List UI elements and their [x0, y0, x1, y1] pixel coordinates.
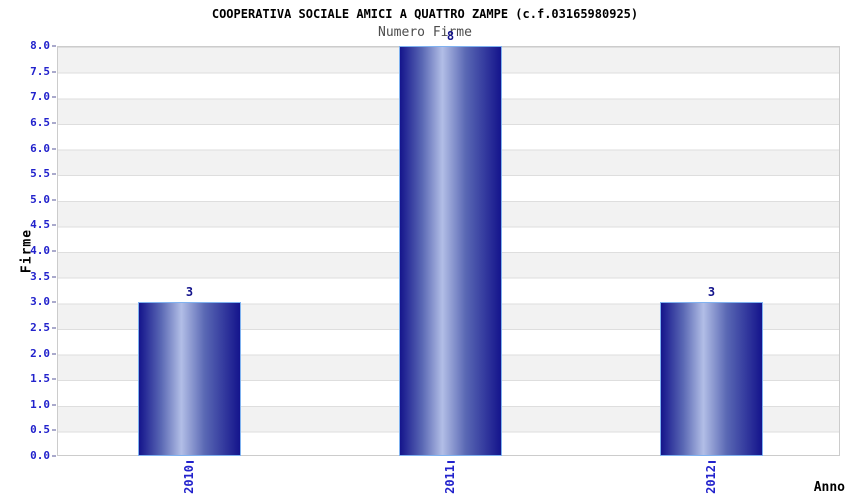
- y-tick-label: 5.5: [30, 167, 50, 181]
- y-tick-mark: [52, 301, 56, 304]
- bar-value-label: 3: [185, 285, 194, 300]
- y-tick-label: 6.5: [30, 115, 50, 129]
- y-tick-mark: [52, 250, 56, 252]
- y-tick-mark: [52, 403, 56, 406]
- y-tick-mark: [52, 173, 56, 176]
- y-tick-label: 2.0: [30, 346, 50, 360]
- y-tick-label: 6.0: [30, 141, 50, 155]
- x-tick-label: 2010: [181, 465, 196, 494]
- x-tick-mark: [707, 461, 716, 463]
- bar-2010: [138, 302, 241, 456]
- y-tick-label: 3.0: [30, 295, 50, 309]
- bar-value-label: 3: [707, 285, 716, 300]
- y-tick-label: 5.0: [30, 192, 50, 206]
- y-tick-mark: [52, 198, 56, 201]
- y-tick-mark: [52, 45, 56, 47]
- y-tick-label: 4.5: [30, 218, 50, 232]
- bar-value-label: 8: [446, 29, 455, 43]
- x-tick-label: 2012: [703, 465, 718, 494]
- y-tick-mark: [52, 224, 56, 227]
- y-tick-mark: [52, 70, 56, 73]
- chart-subtitle: Numero Firme: [378, 25, 472, 40]
- bar-2012: [660, 302, 763, 456]
- y-tick-label: 7.0: [30, 90, 50, 104]
- y-tick-label: 1.0: [30, 397, 50, 411]
- x-tick-mark: [446, 461, 455, 463]
- y-tick-mark: [52, 147, 56, 150]
- x-tick-label: 2011: [442, 465, 457, 494]
- y-tick-label: 0.0: [30, 449, 50, 462]
- y-tick-label: 8.0: [30, 39, 50, 52]
- chart-title: COOPERATIVA SOCIALE AMICI A QUATTRO ZAMP…: [211, 7, 639, 21]
- y-tick-mark: [52, 455, 56, 457]
- y-tick-mark: [52, 352, 56, 355]
- y-tick-label: 1.5: [30, 372, 50, 386]
- y-tick-label: 7.5: [30, 64, 50, 78]
- x-axis-title: Anno: [813, 480, 845, 495]
- y-tick-mark: [52, 429, 56, 432]
- y-tick-mark: [52, 275, 56, 278]
- y-tick-label: 3.5: [30, 269, 50, 283]
- y-tick-mark: [52, 96, 56, 99]
- y-tick-label: 2.5: [30, 320, 50, 334]
- y-tick-mark: [52, 326, 56, 329]
- x-tick-mark: [185, 461, 194, 463]
- y-tick-label: 4.0: [30, 244, 50, 257]
- y-tick-mark: [52, 121, 56, 124]
- bar-2011: [399, 46, 502, 456]
- y-tick-label: 0.5: [30, 423, 50, 437]
- y-tick-mark: [52, 378, 56, 381]
